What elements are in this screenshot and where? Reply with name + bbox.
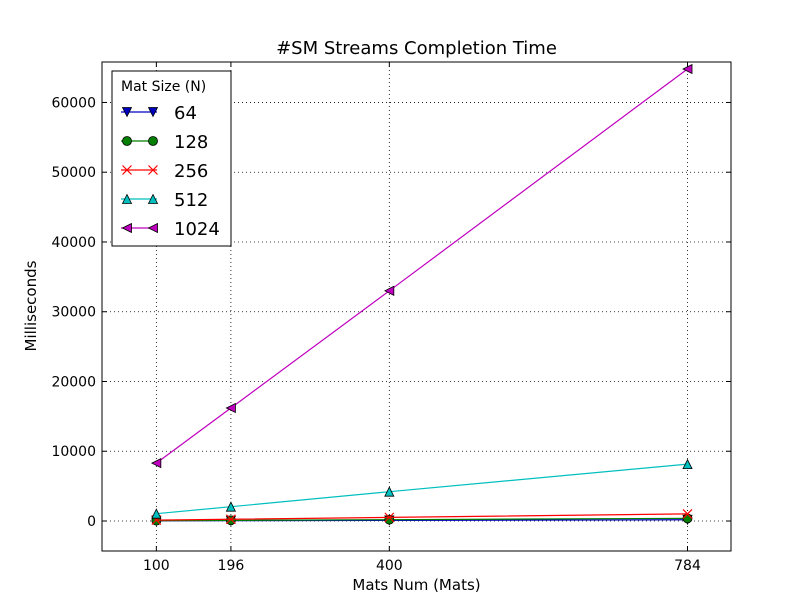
- y-tick-label: 50000: [51, 165, 96, 181]
- legend-marker: [148, 165, 158, 175]
- x-axis-ticks: 100 196 400 784: [143, 62, 701, 574]
- data-point-stroke: [682, 508, 693, 519]
- y-tick-label: 10000: [51, 444, 96, 460]
- legend-marker: [121, 107, 133, 118]
- legend: Mat Size (N) 64 128 256 512 1024: [111, 70, 232, 247]
- y-tick-label: 20000: [51, 374, 96, 390]
- legend-entry: 128: [121, 132, 208, 153]
- legend-marker: [122, 136, 132, 146]
- series-512: [151, 458, 693, 519]
- y-tick-label: 60000: [51, 95, 96, 111]
- legend-marker: [147, 222, 158, 234]
- x-tick-label: 400: [376, 558, 403, 574]
- legend-label: 1024: [174, 219, 220, 240]
- legend-marker: [147, 107, 159, 118]
- series-1024: [150, 63, 693, 469]
- x-axis-label: Mats Num (Mats): [352, 576, 480, 594]
- legend-entry: 64: [121, 103, 197, 124]
- y-tick-label: 30000: [51, 305, 96, 321]
- legend-marker: [147, 193, 159, 204]
- legend-marker: [121, 222, 132, 234]
- x-tick-label: 100: [143, 558, 170, 574]
- data-point: [225, 402, 236, 414]
- series-line: [156, 517, 688, 522]
- legend-label: 64: [174, 103, 197, 124]
- data-point: [225, 501, 237, 512]
- data-point-stroke: [384, 512, 395, 523]
- series-line: [156, 463, 688, 515]
- legend-label: 128: [174, 132, 208, 153]
- plot-frame: [101, 61, 732, 552]
- x-tick-label: 784: [674, 558, 701, 574]
- data-point: [682, 508, 693, 519]
- chart-title: #SM Streams Completion Time: [276, 38, 557, 59]
- series-line: [156, 68, 688, 464]
- legend-marker: [148, 136, 158, 146]
- legend-marker: [122, 165, 132, 175]
- data-point: [150, 457, 162, 469]
- legend-marker-stroke: [122, 165, 132, 175]
- data-point: [384, 486, 395, 497]
- legend-entries: 64 128 256 512 1024: [121, 103, 220, 240]
- legend-entry: 256: [121, 161, 208, 182]
- data-point: [151, 508, 162, 519]
- y-axis-label: Milliseconds: [22, 260, 40, 351]
- legend-marker: [121, 193, 133, 204]
- y-tick-label: 0: [87, 514, 96, 530]
- series-256: [151, 508, 693, 526]
- legend-label: 512: [174, 190, 208, 211]
- legend-title: Mat Size (N): [121, 79, 206, 95]
- legend-marker-stroke: [148, 165, 158, 175]
- data-point: [682, 513, 693, 524]
- legend-entry: 1024: [121, 219, 220, 240]
- y-axis-ticks: 0 10000 20000 30000 40000 50000 60000: [51, 95, 731, 530]
- series-layer: [150, 63, 693, 527]
- data-point-stroke: [225, 514, 236, 525]
- data-point: [384, 512, 395, 523]
- y-tick-label: 40000: [51, 235, 96, 251]
- data-point: [383, 285, 395, 296]
- series-line: [156, 513, 688, 521]
- legend-box: [111, 70, 232, 247]
- data-point: [225, 514, 236, 525]
- data-point: [682, 458, 693, 470]
- x-tick-label: 196: [218, 558, 245, 574]
- legend-entry: 512: [121, 190, 208, 211]
- data-point: [226, 515, 236, 526]
- legend-label: 256: [174, 161, 208, 182]
